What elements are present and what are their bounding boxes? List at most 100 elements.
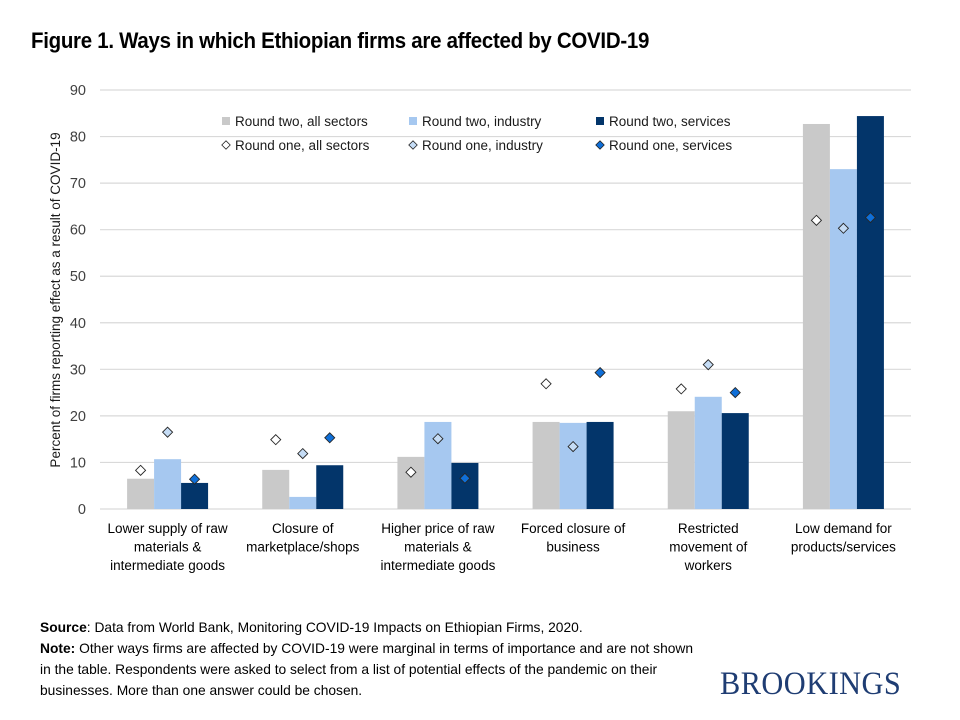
legend-label: Round one, services xyxy=(609,138,732,153)
bar-round-two-all-sectors xyxy=(397,456,425,509)
bar-round-two-industry xyxy=(289,496,317,509)
x-category-label-line: Low demand for xyxy=(795,521,892,536)
x-category-label: Higher price of raw materials & intermedia… xyxy=(381,521,496,573)
footnote: Source: Data from World Bank, Monitoring… xyxy=(40,617,700,701)
marker-round-one-services xyxy=(864,211,877,224)
legend: Round two, all sectors Round two, industr… xyxy=(221,114,732,153)
note-label: Note: xyxy=(40,641,76,656)
bar-round-two-industry xyxy=(559,422,587,509)
note-line: Note: Other ways firms are affected by C… xyxy=(40,638,700,701)
x-category-label: Low demand for products/services xyxy=(791,521,896,555)
bar-round-two-all-sectors xyxy=(802,123,830,509)
chart-title: Figure 1. Ways in which Ethiopian firms … xyxy=(31,28,650,53)
bar-round-two-services xyxy=(586,421,614,509)
legend-item: Round two, services xyxy=(596,114,731,129)
marker-round-one-industry xyxy=(432,433,444,445)
marker-round-one-all-sectors xyxy=(675,383,687,395)
legend-label: Round two, industry xyxy=(422,114,542,129)
y-tick-label: 0 xyxy=(78,502,86,518)
marker-round-one-all-sectors xyxy=(270,433,282,446)
legend-item: Round one, all sectors xyxy=(221,138,370,153)
bar-round-two-services xyxy=(856,116,884,510)
x-category-label-line: Closure of xyxy=(272,521,334,536)
legend-marker xyxy=(595,140,605,150)
bar-round-two-services xyxy=(721,413,749,509)
x-category-label-line: materials & xyxy=(134,540,202,555)
y-tick-label: 90 xyxy=(70,83,86,99)
marker-round-one-industry xyxy=(297,447,309,460)
gridlines xyxy=(100,89,911,510)
source-label: Source xyxy=(40,620,87,635)
y-tick-label: 60 xyxy=(70,223,86,239)
x-category-label-line: intermediate goods xyxy=(381,558,496,573)
chart: 0 10 20 30 40 50 60 70 80 90 Percent of firms rep… xyxy=(48,83,911,573)
bar-round-two-all-sectors xyxy=(667,411,695,509)
marker-round-one-services xyxy=(594,366,606,379)
marker-round-one-all-sectors xyxy=(810,214,823,226)
x-category-label-line: intermediate goods xyxy=(110,558,225,573)
x-category-label-line: products/services xyxy=(791,540,896,555)
x-category-label-line: materials & xyxy=(404,540,472,555)
x-category-label-line: marketplace/shops xyxy=(246,540,360,555)
bar-round-two-industry xyxy=(154,459,182,509)
legend-marker xyxy=(221,140,231,150)
marker-round-one-industry xyxy=(837,222,850,234)
y-tick-label: 10 xyxy=(70,455,86,471)
y-tick-label: 70 xyxy=(70,176,86,192)
marker-round-one-services xyxy=(324,432,336,444)
legend-swatch xyxy=(596,117,604,125)
x-category-label-line: Higher price of raw xyxy=(381,521,495,536)
bars xyxy=(127,116,884,510)
source-text: : Data from World Bank, Monitoring COVID… xyxy=(86,620,583,635)
legend-label: Round two, services xyxy=(609,114,731,129)
bar-round-two-all-sectors xyxy=(127,478,155,509)
marker-round-one-all-sectors xyxy=(540,378,552,390)
source-line: Source: Data from World Bank, Monitoring… xyxy=(40,617,700,638)
legend-item: Round two, all sectors xyxy=(222,114,368,129)
marker-round-one-services xyxy=(188,473,201,485)
x-category-label-line: movement of xyxy=(669,540,747,555)
legend-swatch xyxy=(222,117,230,125)
legend-item: Round one, services xyxy=(595,138,732,153)
y-axis-ticks: 0 10 20 30 40 50 60 70 80 90 xyxy=(70,83,86,518)
bar-round-two-services xyxy=(181,482,209,509)
x-category-label: Closure of marketplace/shops xyxy=(246,521,360,555)
legend-swatch xyxy=(409,117,417,125)
marker-round-one-industry xyxy=(161,426,174,438)
marker-round-one-services xyxy=(459,472,471,484)
bar-round-two-all-sectors xyxy=(262,469,290,509)
marker-round-one-all-sectors xyxy=(405,466,417,478)
legend-label: Round one, all sectors xyxy=(235,138,370,153)
y-tick-label: 40 xyxy=(70,316,86,332)
x-category-label: Lower supply of raw materials & intermedia… xyxy=(108,521,228,573)
marker-round-one-industry xyxy=(567,440,579,453)
bar-round-two-industry xyxy=(829,169,857,509)
legend-item: Round one, industry xyxy=(408,138,543,153)
x-category-label-line: Restricted xyxy=(678,521,739,536)
y-tick-label: 80 xyxy=(70,130,86,146)
bar-round-two-all-sectors xyxy=(532,421,560,509)
y-tick-label: 50 xyxy=(70,269,86,285)
legend-marker xyxy=(408,140,418,150)
bar-round-two-services xyxy=(316,465,344,509)
marker-round-one-services xyxy=(729,386,741,399)
y-axis-label: Percent of firms reporting effect as a r… xyxy=(48,132,63,467)
legend-label: Round one, industry xyxy=(422,138,543,153)
brookings-logo: BROOKINGS xyxy=(720,666,902,702)
marker-round-one-industry xyxy=(702,359,714,371)
x-axis-category-labels: Lower supply of raw materials & intermedia… xyxy=(108,521,897,573)
legend-label: Round two, all sectors xyxy=(235,114,368,129)
note-text: Other ways firms are affected by COVID-1… xyxy=(40,641,694,698)
y-tick-label: 30 xyxy=(70,362,86,378)
marker-round-one-all-sectors xyxy=(134,464,147,476)
bar-round-two-industry xyxy=(694,396,722,509)
x-category-label-line: workers xyxy=(684,558,733,573)
x-category-label-line: Lower supply of raw xyxy=(108,521,228,536)
y-tick-label: 20 xyxy=(70,409,86,425)
x-category-label-line: Forced closure of xyxy=(521,521,626,536)
bar-round-two-services xyxy=(451,462,479,509)
x-category-label: Restricted movement of workers xyxy=(669,521,747,573)
x-category-label-line: business xyxy=(546,540,600,555)
x-category-label: Forced closure of business xyxy=(521,521,626,555)
legend-item: Round two, industry xyxy=(409,114,542,129)
